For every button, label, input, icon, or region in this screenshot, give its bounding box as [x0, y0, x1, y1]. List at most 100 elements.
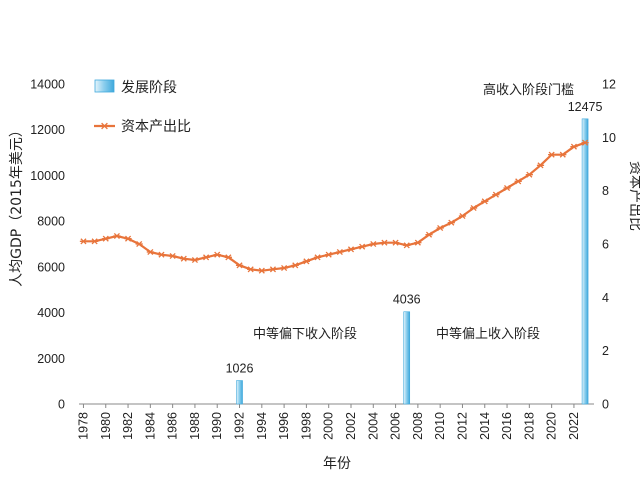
line-marker-2022: [570, 143, 578, 150]
line-marker-1998: [302, 258, 311, 265]
line-marker-2013: [470, 204, 478, 212]
line-marker-2002: [347, 246, 355, 253]
bar-2023: [581, 118, 589, 405]
y-left-tick-label: 6000: [37, 260, 65, 274]
line-marker-1980: [102, 235, 110, 242]
x-tick-label: 1978: [76, 412, 90, 440]
line-marker-1997-stroke: [292, 262, 299, 269]
x-tick-label: 2018: [522, 412, 536, 440]
annotation-upper-middle: 中等偏上收入阶段: [436, 326, 540, 342]
legend-line-marker: [100, 122, 109, 130]
line-marker-2004-stroke: [370, 240, 377, 248]
line-marker-2003-stroke: [359, 243, 366, 250]
line-marker-1988: [191, 256, 199, 264]
y-left-tick-label: 4000: [37, 306, 65, 320]
line-marker-1995-stroke: [269, 266, 277, 273]
x-tick-label: 2012: [455, 412, 469, 440]
line-marker-1980-stroke: [102, 235, 109, 242]
line-marker-1979-stroke: [91, 238, 98, 245]
line-marker-2005: [380, 239, 389, 246]
line-marker-1998-stroke: [303, 258, 310, 265]
x-tick-label: 1992: [233, 412, 247, 440]
line-marker-1984: [146, 248, 154, 256]
legend-star: [100, 122, 109, 130]
right-y-axis: 0 2 4 6 8 10 12: [602, 78, 616, 412]
line-marker-1984-stroke: [147, 248, 154, 256]
line-marker-1999: [313, 254, 322, 261]
line-marker-2019: [536, 162, 545, 169]
line-marker-2018-stroke: [526, 171, 533, 178]
line-marker-1991: [224, 254, 232, 261]
legend-bar-swatch: [94, 79, 115, 93]
line-marker-1982: [124, 235, 132, 242]
line-marker-2012: [458, 212, 467, 220]
bar-label-2007: 4036: [393, 293, 421, 307]
x-tick-label: 1984: [143, 412, 157, 440]
line-marker-2000-stroke: [325, 251, 332, 258]
line-marker-1978: [79, 238, 88, 245]
y-left-tick-label: 8000: [37, 215, 65, 229]
y-right-tick-label: 12: [602, 78, 616, 92]
line-marker-1990: [213, 251, 221, 258]
legend-line-label: 资本产出比: [121, 119, 191, 135]
line-marker-2006-stroke: [392, 239, 399, 246]
line-marker-2023: [581, 139, 589, 146]
x-tick-label: 2000: [322, 412, 336, 440]
line-marker-2013-stroke: [470, 204, 477, 212]
line-marker-1996: [280, 264, 288, 272]
x-tick-label: 2002: [344, 412, 358, 440]
line-marker-1994: [258, 267, 266, 274]
x-tick-label: 2004: [366, 412, 380, 440]
line-marker-2009: [425, 231, 433, 238]
y-left-tick-label: 10000: [30, 169, 65, 183]
line-marker-2014: [481, 198, 489, 205]
bar-label-2023: 12475: [568, 100, 603, 114]
line-marker-1981: [113, 232, 121, 240]
line-marker-1988-stroke: [191, 256, 198, 264]
line-marker-2004: [369, 240, 377, 248]
y-right-tick-label: 2: [602, 344, 609, 358]
y-right-tick-label: 6: [602, 238, 609, 252]
y-left-tick-label: 14000: [30, 78, 65, 92]
line-marker-2010-stroke: [437, 224, 444, 232]
line-marker-2021: [559, 151, 567, 158]
line-marker-1996-stroke: [281, 264, 288, 272]
line-marker-2020-stroke: [548, 151, 555, 158]
capital-output-ratio-line: [83, 141, 586, 272]
y-right-tick-label: 4: [602, 291, 609, 305]
x-tick-label: 1988: [188, 412, 202, 440]
x-tick-label: 1986: [166, 412, 180, 440]
line-marker-1979: [91, 238, 99, 245]
line-marker-1987-stroke: [180, 255, 187, 262]
left-y-axis: 0 2000 4000 6000 8000 10000 12000 14000: [30, 78, 65, 412]
bar-series: [236, 118, 589, 405]
line-marker-2007-stroke: [403, 242, 410, 249]
line-marker-1983-stroke: [136, 240, 143, 248]
bar-labels: 1026 4036 12475: [226, 100, 603, 376]
line-marker-1995: [269, 266, 277, 273]
line-marker-1994-stroke: [258, 267, 265, 274]
line-marker-2003: [358, 243, 366, 250]
x-tick-label: 1982: [121, 412, 135, 440]
line-marker-1997: [291, 262, 299, 269]
line-marker-1982-stroke: [124, 235, 132, 242]
x-axis: 1978 1980 1982 1984 1986 1988 1990 1992 1994 1996…: [76, 404, 581, 440]
line-marker-1990-stroke: [214, 251, 221, 258]
x-tick-label: 1996: [277, 412, 291, 440]
y-right-tick-label: 0: [602, 398, 609, 412]
line-marker-2006: [391, 239, 400, 246]
line-marker-2023-stroke: [582, 139, 589, 146]
line-marker-2008: [414, 239, 422, 246]
line-marker-1981-stroke: [113, 232, 120, 240]
line-marker-2015-stroke: [492, 191, 499, 198]
line-marker-2016: [503, 184, 511, 192]
line-marker-1987: [180, 255, 188, 262]
y-axis-right-title: 资本产出比: [627, 161, 640, 231]
line-marker-2000: [325, 251, 333, 258]
line-marker-2016-stroke: [504, 184, 511, 192]
line-marker-1991-stroke: [225, 254, 232, 261]
line-marker-2018: [525, 171, 533, 178]
line-marker-2001-stroke: [336, 248, 343, 256]
x-tick-label: 1990: [210, 412, 224, 440]
